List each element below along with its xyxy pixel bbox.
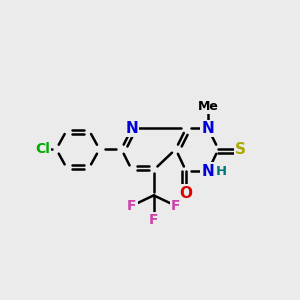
Text: F: F bbox=[149, 213, 158, 226]
Text: S: S bbox=[235, 142, 246, 157]
Text: Me: Me bbox=[198, 100, 218, 113]
Text: N: N bbox=[202, 164, 214, 178]
Text: H: H bbox=[216, 165, 227, 178]
Text: F: F bbox=[171, 199, 180, 213]
Text: Cl: Cl bbox=[35, 142, 50, 156]
Text: N: N bbox=[202, 121, 214, 136]
Text: O: O bbox=[180, 186, 193, 201]
Text: F: F bbox=[127, 199, 136, 213]
Text: N: N bbox=[125, 121, 138, 136]
